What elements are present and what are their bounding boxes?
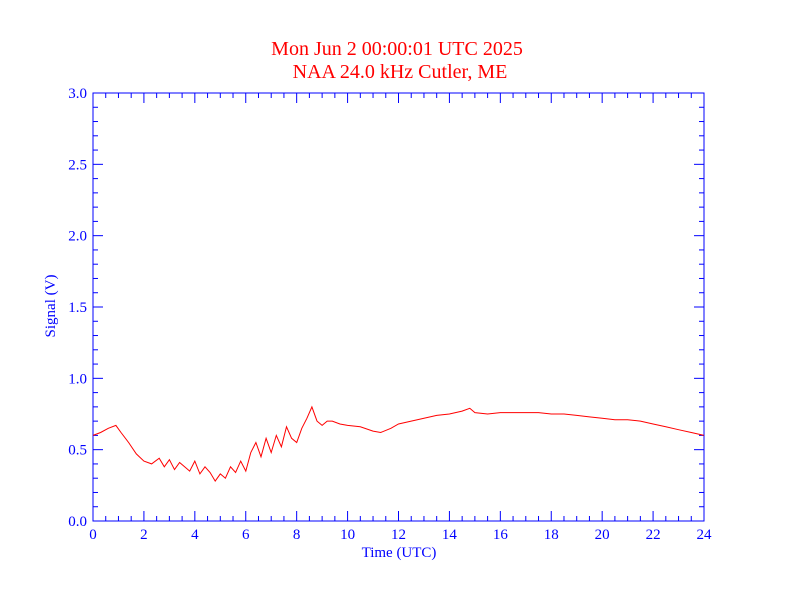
y-tick-label: 2.0 [68,229,87,245]
x-tick-label: 10 [340,527,355,543]
y-tick-label: 0.0 [68,514,87,530]
y-tick-label: 1.5 [68,300,87,316]
y-axis: 0.0 0.5 1.0 1.5 2.0 2.5 3.0 [68,86,704,530]
plot-frame [92,92,705,522]
y-tick-label: 1.0 [68,371,87,387]
x-axis: 0 2 4 6 8 10 12 14 16 18 20 22 24 [89,93,712,543]
x-tick-label: 20 [595,527,610,543]
x-tick-label: 12 [391,527,406,543]
x-tick-label: 22 [646,527,661,543]
y-axis-label: Signal (V) [43,275,59,338]
x-tick-label: 16 [493,527,509,543]
y-tick-label: 0.5 [68,443,87,459]
signal-series-line [92,405,705,483]
x-tick-label: 0 [89,527,97,543]
x-tick-label: 14 [442,527,458,543]
chart-title: Mon Jun 2 00:00:01 UTC 2025 [271,38,523,60]
x-tick-label: 24 [697,527,713,543]
x-tick-label: 8 [293,527,301,543]
x-axis-label: Time (UTC) [362,545,437,561]
chart-subtitle: NAA 24.0 kHz Cutler, ME [293,61,508,83]
y-tick-label: 3.0 [68,86,87,102]
x-tick-label: 18 [544,527,559,543]
x-tick-label: 4 [191,527,199,543]
y-tick-label: 2.5 [68,157,87,173]
x-tick-label: 2 [140,527,148,543]
x-tick-label: 6 [242,527,250,543]
